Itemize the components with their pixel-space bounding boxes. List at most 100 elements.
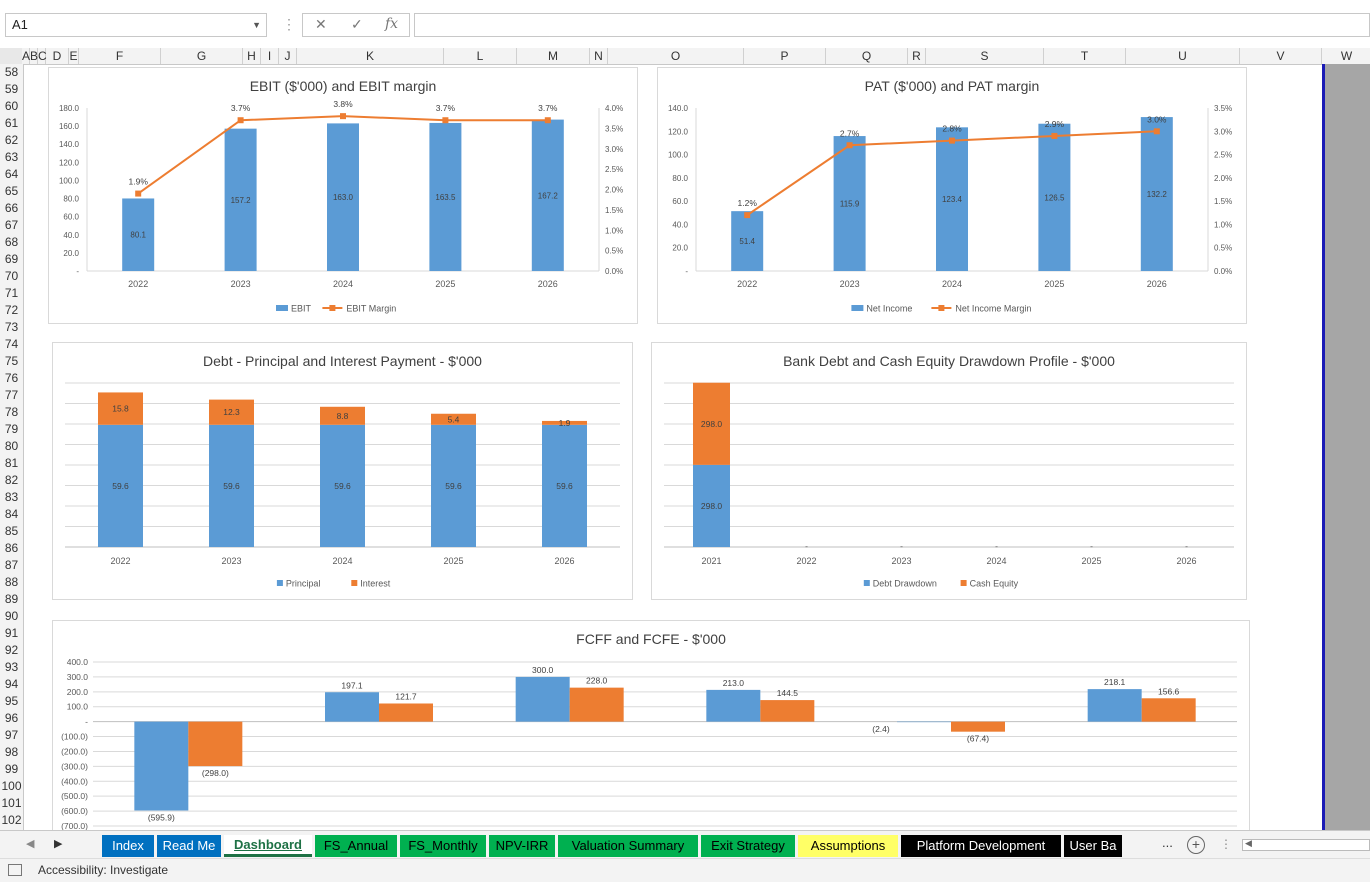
more-options-icon[interactable]: ⋮ <box>282 16 296 32</box>
row-header-82[interactable]: 82 <box>4 473 19 487</box>
sheet-tab-npv-irr[interactable]: NPV-IRR <box>489 835 555 857</box>
column-header-e[interactable]: E <box>69 48 79 64</box>
row-header-61[interactable]: 61 <box>4 116 19 130</box>
row-header-79[interactable]: 79 <box>4 422 19 436</box>
row-header-90[interactable]: 90 <box>4 609 19 623</box>
chart-debt[interactable]: Debt - Principal and Interest Payment - … <box>52 342 633 600</box>
row-header-88[interactable]: 88 <box>4 575 19 589</box>
row-header-89[interactable]: 89 <box>4 592 19 606</box>
chart-pat[interactable]: PAT ($'000) and PAT margin - 20.0 40.0 60.0… <box>657 67 1247 324</box>
row-header-76[interactable]: 76 <box>4 371 19 385</box>
sheet-tab-fs-monthly[interactable]: FS_Monthly <box>400 835 486 857</box>
column-header-g[interactable]: G <box>161 48 243 64</box>
row-header-59[interactable]: 59 <box>4 82 19 96</box>
column-header-s[interactable]: S <box>926 48 1044 64</box>
row-header-101[interactable]: 101 <box>1 796 22 810</box>
formula-input[interactable] <box>414 13 1370 37</box>
sheet-tab-platform-development[interactable]: Platform Development <box>901 835 1061 857</box>
row-header-72[interactable]: 72 <box>4 303 19 317</box>
column-header-j[interactable]: J <box>279 48 297 64</box>
row-header-65[interactable]: 65 <box>4 184 19 198</box>
row-header-60[interactable]: 60 <box>4 99 19 113</box>
column-header-h[interactable]: H <box>243 48 261 64</box>
chart-drawdown[interactable]: Bank Debt and Cash Equity Drawdown Profi… <box>651 342 1247 600</box>
row-header-98[interactable]: 98 <box>4 745 19 759</box>
column-header-u[interactable]: U <box>1126 48 1240 64</box>
more-tabs-button[interactable]: ... <box>1162 835 1173 850</box>
column-header-f[interactable]: F <box>79 48 161 64</box>
column-header-k[interactable]: K <box>297 48 444 64</box>
column-header-w[interactable]: W <box>1322 48 1370 64</box>
row-header-93[interactable]: 93 <box>4 660 19 674</box>
row-header-91[interactable]: 91 <box>4 626 19 640</box>
row-header-92[interactable]: 92 <box>4 643 19 657</box>
row-header-85[interactable]: 85 <box>4 524 19 538</box>
cancel-icon[interactable]: ✕ <box>315 16 327 32</box>
row-header-75[interactable]: 75 <box>4 354 19 368</box>
row-header-69[interactable]: 69 <box>4 252 19 266</box>
scroll-left-icon[interactable]: ◀ <box>1245 838 1252 848</box>
add-sheet-icon[interactable]: + <box>1187 836 1205 854</box>
row-header-102[interactable]: 102 <box>1 813 22 827</box>
sheet-tab-dashboard[interactable]: Dashboard <box>224 835 312 857</box>
column-header-m[interactable]: M <box>517 48 590 64</box>
column-header-b[interactable]: B <box>30 48 39 64</box>
sheet-tab-assumptions[interactable]: Assumptions <box>798 835 898 857</box>
row-header-77[interactable]: 77 <box>4 388 19 402</box>
row-header-100[interactable]: 100 <box>1 779 22 793</box>
row-header-87[interactable]: 87 <box>4 558 19 572</box>
row-header-63[interactable]: 63 <box>4 150 19 164</box>
sheet-tab-valuation-summary[interactable]: Valuation Summary <box>558 835 698 857</box>
row-header-83[interactable]: 83 <box>4 490 19 504</box>
row-header-97[interactable]: 97 <box>4 728 19 742</box>
chevron-down-icon[interactable]: ▼ <box>252 20 261 30</box>
sheet-tab-exit-strategy[interactable]: Exit Strategy <box>701 835 795 857</box>
row-header-73[interactable]: 73 <box>4 320 19 334</box>
column-header-a[interactable]: A <box>22 48 31 64</box>
row-header-80[interactable]: 80 <box>4 439 19 453</box>
worksheet-grid[interactable]: EBIT ($'000) and EBIT margin - 20.0 40.0 60… <box>24 65 1324 830</box>
insert-function-icon[interactable]: fx <box>385 16 399 32</box>
row-header-64[interactable]: 64 <box>4 167 19 181</box>
next-sheet-icon[interactable]: ▶ <box>54 838 63 850</box>
name-box[interactable]: A1 ▼ <box>5 13 267 37</box>
row-header-67[interactable]: 67 <box>4 218 19 232</box>
column-header-c[interactable]: C <box>38 48 47 64</box>
row-header-70[interactable]: 70 <box>4 269 19 283</box>
row-header-81[interactable]: 81 <box>4 456 19 470</box>
sheet-tab-index[interactable]: Index <box>102 835 154 857</box>
column-header-r[interactable]: R <box>908 48 926 64</box>
row-header-86[interactable]: 86 <box>4 541 19 555</box>
horizontal-scrollbar[interactable]: ◀ <box>1242 838 1370 851</box>
enter-icon[interactable]: ✓ <box>351 16 363 32</box>
chart-ebit[interactable]: EBIT ($'000) and EBIT margin - 20.0 40.0 60… <box>48 67 638 324</box>
column-header-p[interactable]: P <box>744 48 826 64</box>
prev-sheet-icon[interactable]: ◀ <box>26 838 35 850</box>
row-header-71[interactable]: 71 <box>4 286 19 300</box>
column-header-n[interactable]: N <box>590 48 608 64</box>
sheet-tab-fs-annual[interactable]: FS_Annual <box>315 835 397 857</box>
column-header-i[interactable]: I <box>261 48 279 64</box>
column-header-t[interactable]: T <box>1044 48 1126 64</box>
row-header-66[interactable]: 66 <box>4 201 19 215</box>
row-header-62[interactable]: 62 <box>4 133 19 147</box>
row-header-58[interactable]: 58 <box>4 65 19 79</box>
column-header-l[interactable]: L <box>444 48 517 64</box>
row-header-78[interactable]: 78 <box>4 405 19 419</box>
row-header-84[interactable]: 84 <box>4 507 19 521</box>
column-header-v[interactable]: V <box>1240 48 1322 64</box>
row-header-95[interactable]: 95 <box>4 694 19 708</box>
column-header-o[interactable]: O <box>608 48 744 64</box>
select-all-corner[interactable] <box>0 48 22 64</box>
row-header-94[interactable]: 94 <box>4 677 19 691</box>
sheet-tab-user-ba[interactable]: User Ba <box>1064 835 1122 857</box>
row-header-99[interactable]: 99 <box>4 762 19 776</box>
column-header-d[interactable]: D <box>46 48 69 64</box>
chart-fcff[interactable]: FCFF and FCFE - $'000 (700.0) (600.0) (500… <box>52 620 1250 830</box>
tab-options-icon[interactable]: ⋮ <box>1220 837 1232 851</box>
accessibility-status[interactable]: Accessibility: Investigate <box>38 863 169 877</box>
row-header-74[interactable]: 74 <box>4 337 19 351</box>
column-header-q[interactable]: Q <box>826 48 908 64</box>
row-header-68[interactable]: 68 <box>4 235 19 249</box>
row-header-96[interactable]: 96 <box>4 711 19 725</box>
